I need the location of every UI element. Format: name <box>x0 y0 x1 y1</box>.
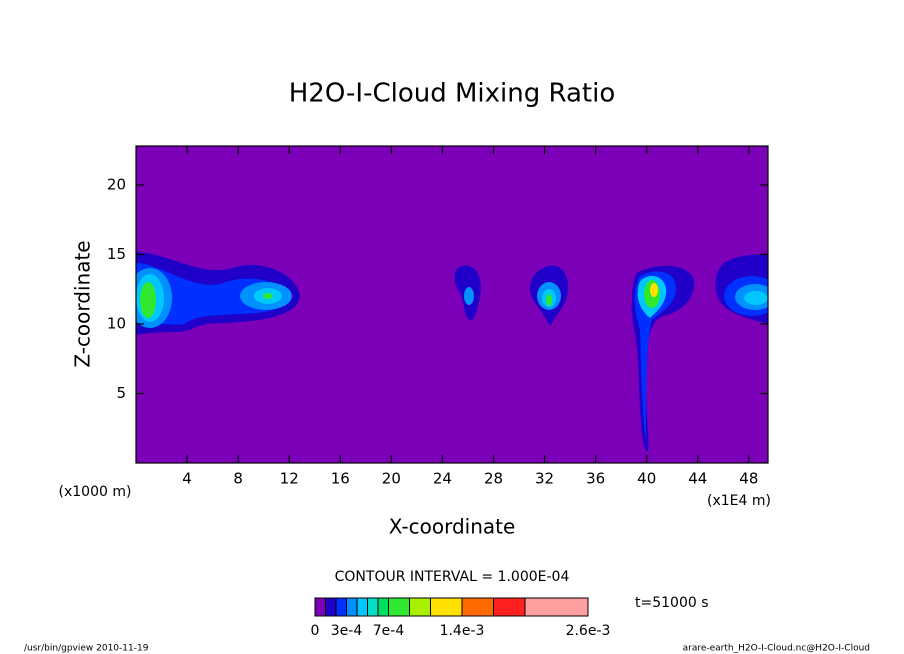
colorbar-label: 0 <box>311 623 320 639</box>
y-tick-label: 5 <box>116 384 126 402</box>
chart-title: H2O-I-Cloud Mixing Ratio <box>289 79 616 109</box>
contour-region <box>140 282 156 318</box>
x-tick-label: 40 <box>637 470 656 488</box>
colorbar-segment <box>493 597 526 617</box>
x-tick-label: 20 <box>382 470 401 488</box>
colorbar-segment <box>377 597 389 617</box>
x-tick-label: 16 <box>331 470 350 488</box>
colorbar-segment <box>388 597 410 617</box>
contour-region <box>136 262 288 326</box>
colorbar-label: 1.4e-3 <box>440 623 485 639</box>
colorbar-segment <box>335 597 347 617</box>
colorbar-segment <box>314 597 326 617</box>
x-axis-label: X-coordinate <box>389 515 516 539</box>
colorbar-label: 2.6e-3 <box>566 623 611 639</box>
colorbar-segment <box>356 597 368 617</box>
x-tick-label: 44 <box>688 470 707 488</box>
colorbar-segment <box>367 597 379 617</box>
contour-region <box>263 293 273 299</box>
x-tick-label: 48 <box>739 470 758 488</box>
y-tick-label: 10 <box>107 314 126 332</box>
x-tick-label: 8 <box>233 470 243 488</box>
y-tick-label: 15 <box>107 245 126 263</box>
y-tick-label: 20 <box>107 175 126 193</box>
colorbar-segment <box>430 597 463 617</box>
time-label: t=51000 s <box>635 595 709 611</box>
colorbar-segment <box>524 597 589 617</box>
contour-region <box>634 271 676 440</box>
colorbar-label: 7e-4 <box>373 623 405 639</box>
plot-frame <box>135 145 769 464</box>
colorbar: 0 3e-4 7e-4 1.4e-3 2.6e-3 <box>311 597 611 639</box>
x-tick-label: 24 <box>433 470 452 488</box>
footer-right: arare-earth_H2O-I-Cloud.nc@H2O-I-Cloud <box>683 644 870 654</box>
x-tick-label: 28 <box>484 470 503 488</box>
contour-region <box>650 283 658 297</box>
colorbar-segment <box>325 597 337 617</box>
colorbar-segment <box>409 597 431 617</box>
x-unit-left: (x1000 m) <box>59 484 132 500</box>
y-axis-label: Z-coordinate <box>71 240 95 367</box>
x-tick-label: 4 <box>182 470 192 488</box>
footer-left: /usr/bin/gpview 2010-11-19 <box>24 644 149 654</box>
contour-field <box>136 252 768 452</box>
x-tick-label: 12 <box>280 470 299 488</box>
contour-region <box>464 287 474 305</box>
colorbar-segment <box>461 597 494 617</box>
x-tick-label: 36 <box>586 470 605 488</box>
contour-interval: CONTOUR INTERVAL = 1.000E-04 <box>335 569 570 585</box>
colorbar-segment <box>346 597 358 617</box>
colorbar-label: 3e-4 <box>331 623 363 639</box>
contour-region <box>546 294 552 306</box>
contour-region <box>744 291 768 305</box>
x-unit-right: (x1E4 m) <box>707 493 771 509</box>
x-tick-label: 32 <box>535 470 554 488</box>
